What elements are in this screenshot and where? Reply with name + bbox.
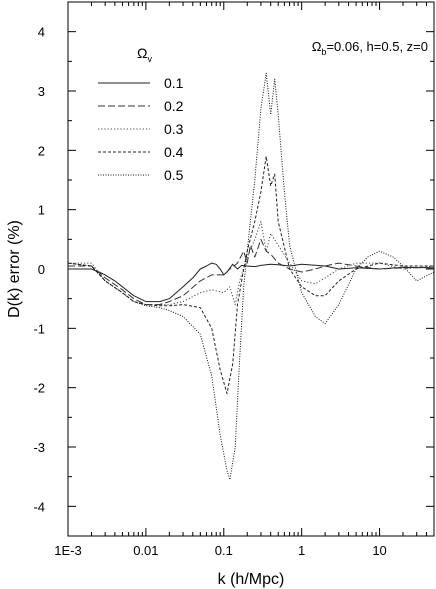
series-group [67,72,435,481]
y-tick-label: -1 [33,321,45,336]
legend-title: Ωv [137,45,152,64]
y-tick-label: 0 [38,262,45,277]
legend-title-base: Ω [137,45,147,61]
series-line-3 [68,221,435,306]
legend-label-5: 0.5 [164,167,184,183]
legend: Ωv 0.1 0.2 0.3 0.4 0.5 [98,45,184,183]
y-tick-label: -3 [33,440,45,455]
y-tick-label: 2 [38,143,45,158]
x-axis: 1E-3 0.01 0.1 1 10 [54,2,435,558]
series-line-4 [67,155,434,395]
y-tick-label: -4 [33,499,45,514]
y-tick-label: 1 [38,203,45,218]
annotation-prefix: Ω [312,39,322,54]
x-tick-label: 0.01 [133,543,158,558]
legend-label-2: 0.2 [164,98,184,114]
annotation-sub: b [321,47,326,57]
y-tick-label: 3 [38,84,45,99]
y-tick-label: -2 [33,381,45,396]
legend-label-1: 0.1 [164,75,184,91]
legend-title-sub: v [147,54,152,64]
x-tick-label: 10 [372,543,386,558]
y-axis: -4 -3 -2 -1 0 1 2 3 4 [33,1,434,537]
y-tick-label: 4 [38,25,45,40]
series-line-5 [67,72,435,481]
x-tick-label: 0.1 [215,543,233,558]
legend-label-4: 0.4 [164,144,184,160]
parameters-annotation: Ωb=0.06, h=0.5, z=0 [312,39,428,57]
y-axis-title: D(k) error (%) [6,220,23,318]
x-tick-label: 1E-3 [54,543,81,558]
annotation-suffix: =0.06, h=0.5, z=0 [326,39,428,54]
x-axis-title: k (h/Mpc) [218,571,285,588]
x-tick-label: 1 [298,543,305,558]
legend-label-3: 0.3 [164,121,184,137]
